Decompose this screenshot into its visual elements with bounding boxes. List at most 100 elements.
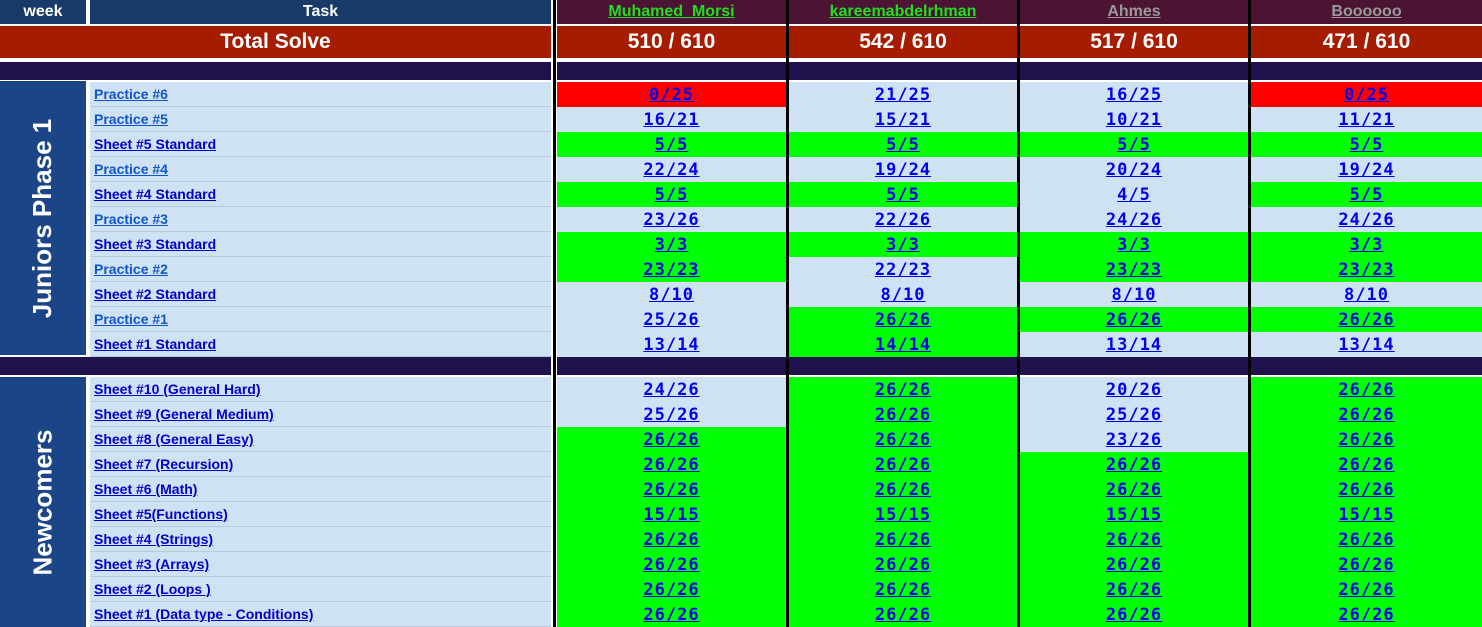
score-cell[interactable]: 26/26: [1251, 577, 1482, 602]
score-cell[interactable]: 0/25: [1251, 82, 1482, 107]
score-cell[interactable]: 26/26: [557, 602, 786, 627]
score-cell[interactable]: 26/26: [557, 577, 786, 602]
score-cell[interactable]: 22/24: [557, 157, 786, 182]
score-cell[interactable]: 8/10: [557, 282, 786, 307]
score-cell[interactable]: 23/23: [1251, 257, 1482, 282]
user-header-2[interactable]: kareemabdelrhman: [789, 0, 1017, 24]
score-cell[interactable]: 26/26: [789, 402, 1017, 427]
score-cell[interactable]: 26/26: [1251, 602, 1482, 627]
task-link[interactable]: Sheet #10 (General Hard): [90, 377, 551, 402]
task-link[interactable]: Practice #4: [90, 157, 551, 182]
score-cell[interactable]: 13/14: [1251, 332, 1482, 357]
score-cell[interactable]: 5/5: [1251, 182, 1482, 207]
task-link[interactable]: Practice #2: [90, 257, 551, 282]
score-cell[interactable]: 26/26: [1020, 527, 1248, 552]
score-cell[interactable]: 16/25: [1020, 82, 1248, 107]
score-cell[interactable]: 26/26: [789, 527, 1017, 552]
task-link[interactable]: Practice #5: [90, 107, 551, 132]
score-cell[interactable]: 14/14: [789, 332, 1017, 357]
score-cell[interactable]: 23/26: [1020, 427, 1248, 452]
score-cell[interactable]: 10/21: [1020, 107, 1248, 132]
score-cell[interactable]: 26/26: [789, 552, 1017, 577]
score-cell[interactable]: 26/26: [557, 452, 786, 477]
task-link[interactable]: Sheet #2 Standard: [90, 282, 551, 307]
score-cell[interactable]: 26/26: [789, 477, 1017, 502]
score-cell[interactable]: 20/26: [1020, 377, 1248, 402]
score-cell[interactable]: 15/15: [1020, 502, 1248, 527]
score-cell[interactable]: 15/15: [557, 502, 786, 527]
task-link[interactable]: Practice #1: [90, 307, 551, 332]
score-cell[interactable]: 22/26: [789, 207, 1017, 232]
score-cell[interactable]: 0/25: [557, 82, 786, 107]
task-link[interactable]: Sheet #4 (Strings): [90, 527, 551, 552]
task-link[interactable]: Sheet #5(Functions): [90, 502, 551, 527]
score-cell[interactable]: 4/5: [1020, 182, 1248, 207]
task-link[interactable]: Sheet #2 (Loops ): [90, 577, 551, 602]
score-cell[interactable]: 22/23: [789, 257, 1017, 282]
score-cell[interactable]: 26/26: [789, 377, 1017, 402]
task-link[interactable]: Sheet #3 (Arrays): [90, 552, 551, 577]
score-cell[interactable]: 26/26: [1251, 452, 1482, 477]
score-cell[interactable]: 11/21: [1251, 107, 1482, 132]
score-cell[interactable]: 26/26: [789, 427, 1017, 452]
score-cell[interactable]: 26/26: [789, 307, 1017, 332]
user-header-3[interactable]: Ahmes: [1020, 0, 1248, 24]
score-cell[interactable]: 25/26: [557, 307, 786, 332]
score-cell[interactable]: 5/5: [789, 132, 1017, 157]
task-link[interactable]: Sheet #3 Standard: [90, 232, 551, 257]
user-header-1[interactable]: Muhamed_Morsi: [557, 0, 786, 24]
score-cell[interactable]: 19/24: [789, 157, 1017, 182]
score-cell[interactable]: 26/26: [1251, 552, 1482, 577]
score-cell[interactable]: 20/24: [1020, 157, 1248, 182]
score-cell[interactable]: 26/26: [789, 602, 1017, 627]
score-cell[interactable]: 3/3: [1020, 232, 1248, 257]
score-cell[interactable]: 15/15: [1251, 502, 1482, 527]
score-cell[interactable]: 3/3: [1251, 232, 1482, 257]
task-link[interactable]: Sheet #8 (General Easy): [90, 427, 551, 452]
task-link[interactable]: Sheet #9 (General Medium): [90, 402, 551, 427]
score-cell[interactable]: 26/26: [1251, 527, 1482, 552]
score-cell[interactable]: 26/26: [557, 477, 786, 502]
score-cell[interactable]: 24/26: [557, 377, 786, 402]
score-cell[interactable]: 24/26: [1020, 207, 1248, 232]
score-cell[interactable]: 8/10: [1251, 282, 1482, 307]
score-cell[interactable]: 5/5: [557, 132, 786, 157]
task-link[interactable]: Sheet #5 Standard: [90, 132, 551, 157]
score-cell[interactable]: 5/5: [1251, 132, 1482, 157]
task-link[interactable]: Practice #6: [90, 82, 551, 107]
score-cell[interactable]: 26/26: [1020, 452, 1248, 477]
score-cell[interactable]: 26/26: [1020, 552, 1248, 577]
task-link[interactable]: Sheet #7 (Recursion): [90, 452, 551, 477]
task-link[interactable]: Practice #3: [90, 207, 551, 232]
task-link[interactable]: Sheet #6 (Math): [90, 477, 551, 502]
score-cell[interactable]: 3/3: [557, 232, 786, 257]
score-cell[interactable]: 15/21: [789, 107, 1017, 132]
score-cell[interactable]: 3/3: [789, 232, 1017, 257]
score-cell[interactable]: 8/10: [1020, 282, 1248, 307]
task-link[interactable]: Sheet #1 Standard: [90, 332, 551, 357]
score-cell[interactable]: 16/21: [557, 107, 786, 132]
score-cell[interactable]: 26/26: [1020, 307, 1248, 332]
score-cell[interactable]: 26/26: [1020, 577, 1248, 602]
score-cell[interactable]: 25/26: [557, 402, 786, 427]
score-cell[interactable]: 26/26: [1020, 477, 1248, 502]
score-cell[interactable]: 8/10: [789, 282, 1017, 307]
score-cell[interactable]: 26/26: [1020, 602, 1248, 627]
score-cell[interactable]: 5/5: [557, 182, 786, 207]
user-header-4[interactable]: Boooooo: [1251, 0, 1482, 24]
score-cell[interactable]: 23/23: [557, 257, 786, 282]
score-cell[interactable]: 21/25: [789, 82, 1017, 107]
score-cell[interactable]: 5/5: [789, 182, 1017, 207]
score-cell[interactable]: 13/14: [1020, 332, 1248, 357]
score-cell[interactable]: 26/26: [1251, 307, 1482, 332]
score-cell[interactable]: 13/14: [557, 332, 786, 357]
score-cell[interactable]: 26/26: [1251, 377, 1482, 402]
score-cell[interactable]: 26/26: [1251, 427, 1482, 452]
score-cell[interactable]: 23/26: [557, 207, 786, 232]
score-cell[interactable]: 26/26: [789, 577, 1017, 602]
score-cell[interactable]: 19/24: [1251, 157, 1482, 182]
score-cell[interactable]: 26/26: [1251, 477, 1482, 502]
task-link[interactable]: Sheet #4 Standard: [90, 182, 551, 207]
score-cell[interactable]: 24/26: [1251, 207, 1482, 232]
score-cell[interactable]: 26/26: [557, 527, 786, 552]
